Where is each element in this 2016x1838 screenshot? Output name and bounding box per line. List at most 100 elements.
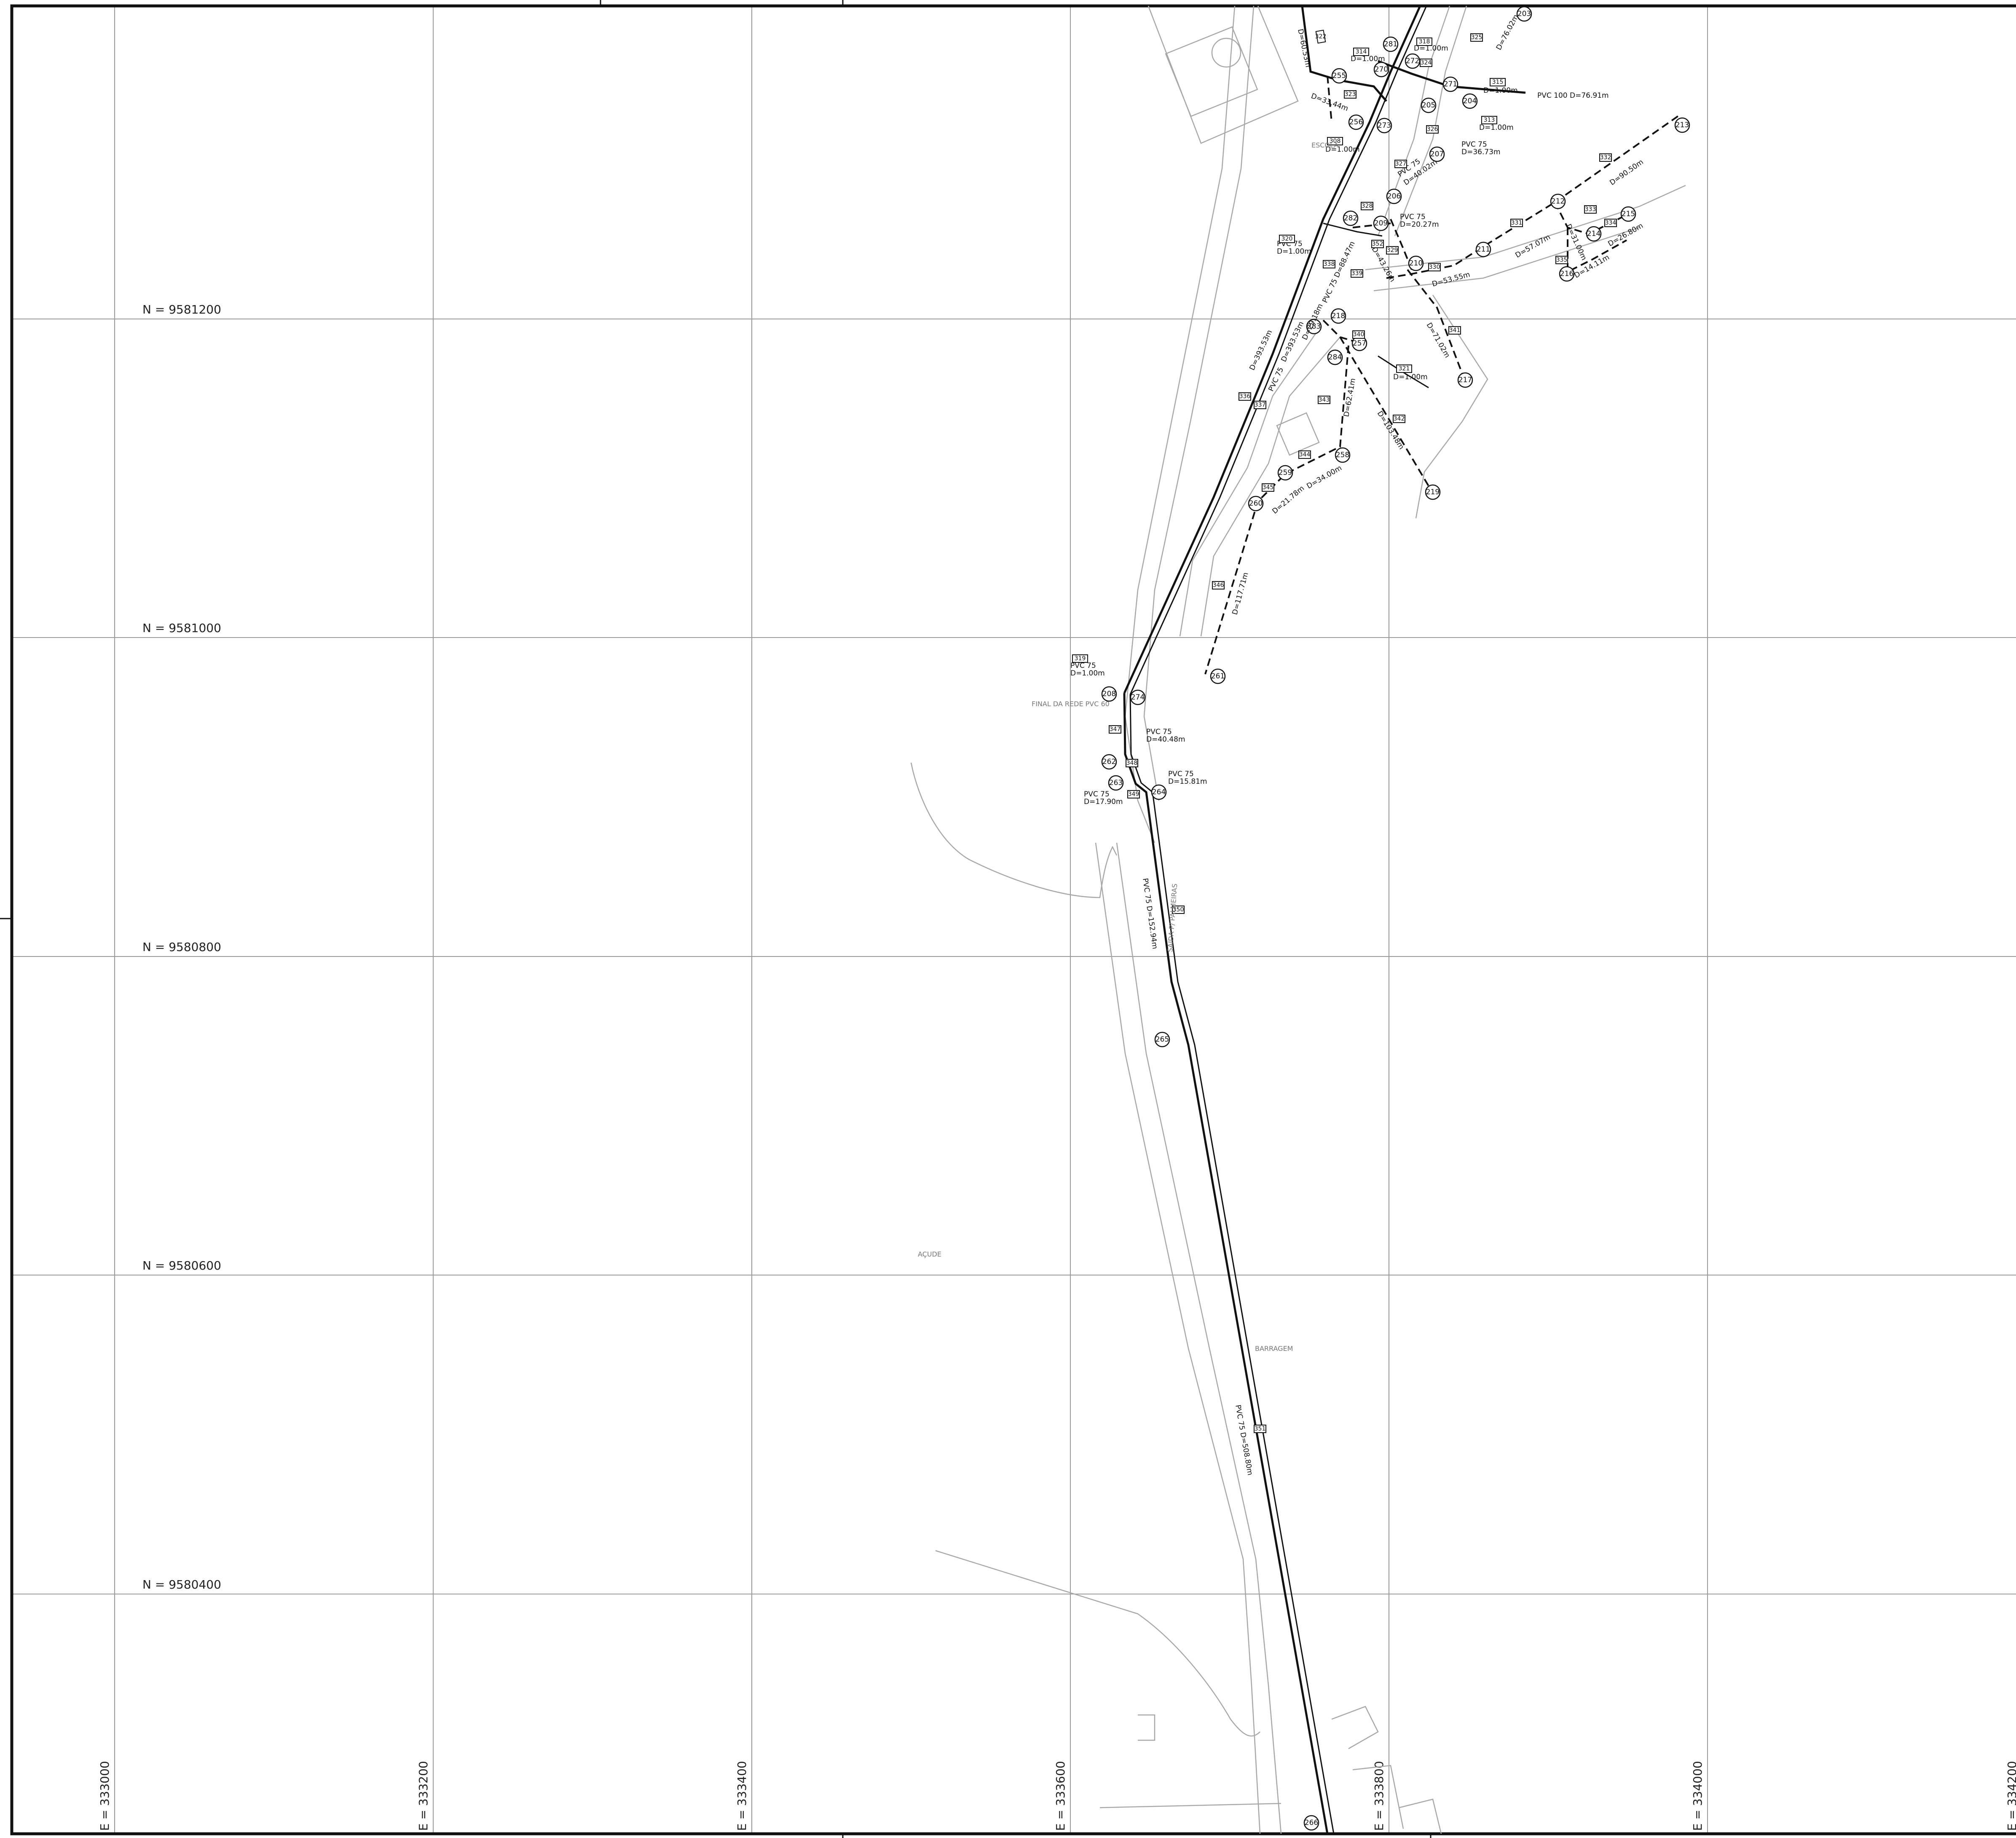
pipe-tag: 348	[1126, 759, 1138, 767]
svg-text:255: 255	[1332, 72, 1346, 80]
northing-label: N = 9581000	[142, 621, 221, 635]
svg-text:339: 339	[1351, 270, 1363, 277]
pipe-tag: 336	[1239, 392, 1251, 401]
svg-text:324: 324	[1421, 59, 1432, 66]
node-marker: 284	[1327, 349, 1343, 365]
pipe-tag: 338	[1323, 260, 1335, 268]
node-marker: 264	[1151, 784, 1167, 800]
pipe-label: D=53.55m	[1431, 271, 1471, 289]
node-marker: 205	[1421, 97, 1437, 113]
node-marker: 214	[1586, 226, 1602, 242]
pipe-label: D=1.00m	[1351, 55, 1385, 63]
node-marker: 215	[1620, 206, 1636, 222]
pipe-tag: 314	[1353, 48, 1369, 56]
svg-text:329: 329	[1387, 247, 1398, 254]
svg-text:351: 351	[1255, 1425, 1266, 1432]
svg-text:259: 259	[1279, 469, 1292, 477]
pipe-tag: 308	[1327, 137, 1343, 145]
pipe-tag: 351	[1254, 1425, 1266, 1433]
svg-text:318: 318	[1419, 38, 1430, 45]
place-label-reservoir: AÇUDE	[918, 1250, 941, 1258]
pipe-label: D=1.00m	[1414, 44, 1448, 53]
pipe-label: D=1.00m	[1483, 86, 1518, 95]
node-marker: 265	[1154, 1032, 1170, 1048]
svg-text:284: 284	[1328, 353, 1342, 362]
pipe-tag: 346	[1212, 581, 1225, 589]
pipe-tag: 349	[1127, 790, 1140, 798]
pipe-tag: 340	[1352, 330, 1365, 339]
pipe-tag: 330	[1428, 263, 1441, 271]
svg-text:334: 334	[1605, 220, 1617, 226]
node-marker: 273	[1376, 118, 1392, 134]
svg-text:210: 210	[1409, 259, 1423, 268]
svg-text:214: 214	[1587, 230, 1600, 238]
pipe-label: PVC 75	[1168, 770, 1194, 778]
pipe-label: PVC 100 D=76.91m	[1537, 91, 1609, 100]
node-marker: 217	[1457, 372, 1473, 388]
svg-text:282: 282	[1344, 214, 1357, 222]
svg-text:315: 315	[1492, 79, 1504, 86]
node-marker: 211	[1475, 241, 1491, 257]
svg-text:336: 336	[1239, 393, 1251, 400]
pipe-tag: 321	[1396, 364, 1412, 373]
place-label-network-end: FINAL DA REDE PVC 60	[1032, 700, 1110, 708]
pipe-label: PVC 75 D=152.94m	[1141, 878, 1159, 950]
pipe-tag: 337	[1254, 401, 1266, 409]
node-marker: 256	[1348, 114, 1364, 130]
svg-text:343: 343	[1319, 397, 1330, 403]
svg-text:260: 260	[1249, 499, 1263, 508]
svg-text:205: 205	[1422, 101, 1435, 110]
easting-label: E = 333000	[98, 1761, 112, 1831]
pipe-tag: 324	[1420, 59, 1432, 67]
svg-text:340: 340	[1353, 331, 1365, 338]
svg-text:322: 322	[1315, 33, 1327, 40]
place-label-school: ESCOLA	[1311, 141, 1338, 149]
node-marker: 213	[1674, 117, 1690, 133]
svg-text:308: 308	[1330, 138, 1341, 145]
svg-text:257: 257	[1353, 339, 1366, 348]
svg-text:323: 323	[1345, 91, 1356, 98]
svg-text:270: 270	[1375, 65, 1388, 74]
pipe-label: D=21.78m	[1271, 484, 1306, 516]
pipe-label: PVC 75	[1400, 213, 1426, 221]
svg-text:330: 330	[1429, 264, 1440, 271]
svg-text:216: 216	[1560, 270, 1574, 278]
svg-text:331: 331	[1511, 220, 1523, 226]
node-marker: 274	[1130, 689, 1146, 705]
pipe-tag: 328	[1361, 202, 1373, 210]
node-marker: 206	[1386, 188, 1402, 204]
svg-text:321: 321	[1399, 365, 1410, 372]
easting-label: E = 333400	[735, 1761, 749, 1831]
svg-text:215: 215	[1622, 210, 1635, 218]
node-marker: 255	[1331, 68, 1347, 84]
coordinate-grid	[12, 6, 2016, 1834]
svg-text:258: 258	[1336, 451, 1349, 459]
node-marker: 203	[1516, 6, 1532, 22]
pipe-tag: 343	[1318, 396, 1330, 404]
node-marker: 283	[1306, 319, 1322, 335]
svg-text:261: 261	[1211, 672, 1225, 681]
pipe-tag: 322	[1315, 29, 1327, 44]
svg-text:208: 208	[1102, 690, 1116, 698]
svg-text:327: 327	[1395, 161, 1407, 167]
pipe-tag: 329	[1386, 246, 1399, 255]
pipe-tag: 313	[1481, 116, 1497, 124]
svg-text:345: 345	[1263, 484, 1274, 491]
node-marker: 258	[1335, 447, 1351, 463]
svg-text:209: 209	[1374, 219, 1388, 228]
pipe-tag: 339	[1351, 269, 1363, 278]
pipe-label: D=34.00m	[1306, 464, 1343, 491]
svg-text:206: 206	[1387, 192, 1401, 201]
pipe-tag: 325	[1470, 33, 1483, 42]
northing-label: N = 9580800	[142, 940, 221, 954]
svg-text:344: 344	[1299, 451, 1311, 458]
svg-text:341: 341	[1449, 327, 1461, 334]
svg-text:333: 333	[1585, 206, 1596, 213]
sheet-frame	[10, 4, 2016, 1835]
svg-text:348: 348	[1126, 760, 1138, 766]
svg-text:265: 265	[1155, 1035, 1169, 1044]
pipe-label: PVC 75	[1070, 662, 1096, 670]
pipe-label: D=57.07m	[1514, 233, 1552, 260]
svg-text:256: 256	[1349, 118, 1363, 126]
